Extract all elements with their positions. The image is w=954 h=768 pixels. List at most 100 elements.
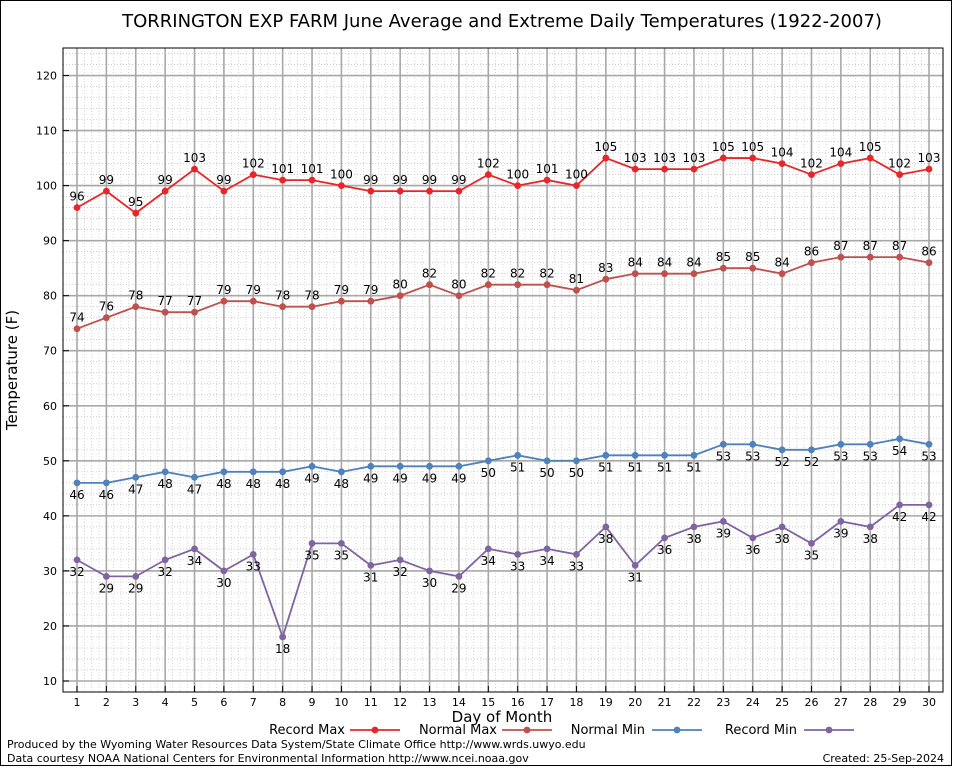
data-point bbox=[896, 501, 904, 509]
data-label: 96 bbox=[69, 190, 84, 204]
data-label: 53 bbox=[921, 449, 936, 463]
data-label: 82 bbox=[539, 267, 554, 281]
data-point bbox=[925, 165, 933, 173]
data-point bbox=[102, 573, 110, 580]
data-label: 103 bbox=[653, 151, 676, 165]
x-tick-label: 1 bbox=[74, 696, 81, 709]
data-point bbox=[132, 573, 140, 580]
data-label: 35 bbox=[804, 548, 819, 562]
x-tick-label: 27 bbox=[834, 696, 848, 709]
data-point bbox=[778, 446, 786, 454]
data-point bbox=[338, 539, 345, 547]
data-label: 39 bbox=[716, 526, 731, 540]
data-label: 49 bbox=[304, 471, 319, 485]
data-point bbox=[249, 297, 257, 305]
x-tick-label: 19 bbox=[599, 696, 613, 709]
data-point bbox=[338, 297, 345, 305]
data-point bbox=[631, 165, 639, 173]
data-point bbox=[249, 550, 257, 558]
x-tick-label: 25 bbox=[775, 696, 789, 709]
data-point bbox=[837, 517, 845, 525]
data-point bbox=[749, 264, 757, 272]
data-label: 52 bbox=[804, 455, 819, 469]
legend-label: Record Max bbox=[269, 723, 345, 738]
data-label: 48 bbox=[216, 477, 231, 491]
data-label: 105 bbox=[594, 140, 617, 154]
data-label: 79 bbox=[334, 283, 349, 297]
series-layer: 96 99 95 99 103 99 102 101 101 100 99 99 99 99 102 100 1… bbox=[69, 140, 940, 656]
data-label: 38 bbox=[686, 532, 701, 546]
series-record-min: 32 29 29 32 34 30 33 18 35 35 31 32 30 29 34 33 34 33 38 31… bbox=[69, 501, 937, 656]
data-label: 30 bbox=[422, 576, 437, 590]
data-label: 49 bbox=[451, 471, 466, 485]
data-label: 78 bbox=[304, 289, 319, 303]
data-label: 101 bbox=[271, 162, 294, 176]
data-point bbox=[602, 275, 610, 283]
data-label: 32 bbox=[393, 565, 408, 579]
data-point bbox=[896, 171, 904, 178]
y-tick-label: 110 bbox=[36, 125, 57, 138]
data-label: 79 bbox=[363, 283, 378, 297]
x-tick-label: 30 bbox=[922, 696, 936, 709]
data-point bbox=[73, 325, 81, 333]
data-point bbox=[279, 176, 287, 184]
data-point bbox=[191, 165, 198, 173]
data-label: 33 bbox=[246, 559, 261, 573]
x-tick-label: 21 bbox=[658, 696, 672, 709]
y-tick-label: 80 bbox=[43, 290, 57, 303]
data-point bbox=[220, 567, 228, 575]
x-tick-label: 6 bbox=[220, 696, 227, 709]
data-label: 103 bbox=[918, 151, 941, 165]
series-line bbox=[76, 157, 930, 215]
data-label: 100 bbox=[506, 168, 529, 182]
x-tick-label: 12 bbox=[393, 696, 407, 709]
data-point bbox=[896, 435, 904, 443]
data-point bbox=[866, 523, 874, 531]
data-point bbox=[308, 176, 316, 184]
legend-item: Normal Min bbox=[571, 723, 702, 738]
series-normal-max: 74 76 78 77 77 79 79 78 78 79 79 80 82 80 82 82 82 81 83 84… bbox=[69, 239, 937, 333]
data-label: 46 bbox=[99, 488, 114, 502]
data-label: 51 bbox=[628, 460, 643, 474]
data-label: 74 bbox=[69, 311, 84, 325]
data-point bbox=[778, 523, 786, 531]
data-label: 85 bbox=[716, 250, 731, 264]
data-point bbox=[925, 440, 933, 448]
legend-label: Normal Max bbox=[419, 723, 497, 738]
data-point bbox=[484, 457, 492, 465]
data-point bbox=[367, 187, 375, 195]
data-point bbox=[220, 468, 228, 476]
data-label: 34 bbox=[481, 554, 496, 568]
data-label: 87 bbox=[833, 239, 848, 253]
data-label: 86 bbox=[804, 245, 819, 259]
legend-marker bbox=[825, 726, 833, 734]
data-point bbox=[220, 187, 228, 195]
data-label: 47 bbox=[187, 482, 202, 496]
data-point bbox=[514, 451, 522, 459]
data-point bbox=[426, 567, 433, 575]
data-point bbox=[690, 270, 698, 278]
data-point bbox=[132, 303, 140, 311]
x-tick-label: 22 bbox=[687, 696, 701, 709]
data-label: 35 bbox=[304, 548, 319, 562]
data-point bbox=[514, 550, 522, 558]
data-label: 52 bbox=[774, 455, 789, 469]
data-label: 53 bbox=[716, 449, 731, 463]
data-point bbox=[102, 314, 110, 322]
data-label: 87 bbox=[892, 239, 907, 253]
data-label: 50 bbox=[539, 466, 554, 480]
data-point bbox=[484, 545, 492, 553]
y-axis-label: Temperature (F) bbox=[3, 310, 21, 431]
x-tick-label: 4 bbox=[162, 696, 169, 709]
data-label: 82 bbox=[481, 267, 496, 281]
data-label: 31 bbox=[363, 570, 378, 584]
data-label: 80 bbox=[451, 278, 466, 292]
data-label: 105 bbox=[859, 140, 882, 154]
x-tick-label: 15 bbox=[481, 696, 495, 709]
data-label: 101 bbox=[536, 162, 559, 176]
data-point bbox=[602, 154, 610, 162]
x-tick-label: 10 bbox=[334, 696, 348, 709]
data-point bbox=[73, 556, 81, 564]
x-axis-label: Day of Month bbox=[452, 708, 553, 726]
